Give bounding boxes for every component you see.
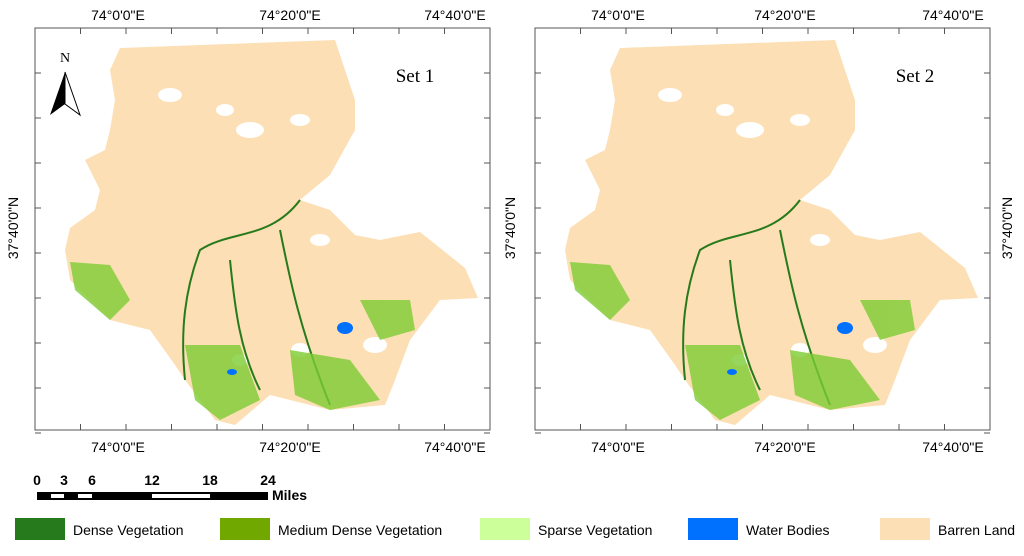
scale-unit: Miles — [272, 487, 307, 503]
legend-swatch — [880, 518, 930, 540]
lat-label: 37°40'0"N — [502, 197, 518, 259]
lon-label: 74°0'0"E — [91, 7, 145, 23]
legend-label: Sparse Vegetation — [538, 522, 652, 538]
legend-label: Barren Land — [938, 522, 1015, 538]
lon-label: 74°40'0"E — [424, 7, 486, 23]
legend-swatch — [15, 518, 65, 540]
scale-bar-seg — [78, 494, 92, 498]
scale-bar-seg — [152, 494, 210, 498]
map-area — [64, 39, 479, 426]
panel-label: Set 1 — [396, 66, 435, 87]
legend-swatch — [688, 518, 738, 540]
scale-label: 18 — [202, 472, 218, 488]
legend-label: Water Bodies — [746, 522, 830, 538]
lon-label: 74°40'0"E — [424, 439, 486, 455]
lon-label: 74°40'0"E — [922, 7, 984, 23]
map-area — [564, 39, 979, 426]
lon-label: 74°0'0"E — [91, 439, 145, 455]
scale-label: 24 — [260, 472, 276, 488]
scale-bar-seg — [51, 494, 64, 498]
north-arrow — [64, 71, 82, 117]
lon-label: 74°20'0"E — [259, 439, 321, 455]
legend-swatch — [220, 518, 270, 540]
scale-label: 12 — [144, 472, 160, 488]
north-label: N — [60, 51, 70, 66]
lat-label: 37°40'0"N — [5, 197, 21, 259]
scale-label: 6 — [88, 472, 96, 488]
lon-label: 74°40'0"E — [922, 439, 984, 455]
lon-label: 74°0'0"E — [591, 439, 645, 455]
north-arrow — [50, 72, 65, 115]
lon-label: 74°20'0"E — [259, 7, 321, 23]
lon-label: 74°0'0"E — [591, 7, 645, 23]
legend-swatch — [480, 518, 530, 540]
lon-label: 74°20'0"E — [754, 7, 816, 23]
legend-label: Medium Dense Vegetation — [278, 522, 442, 538]
panel-label: Set 2 — [896, 66, 935, 87]
lon-label: 74°20'0"E — [754, 439, 816, 455]
scale-label: 0 — [33, 472, 41, 488]
lat-label: 37°40'0"N — [999, 197, 1015, 259]
legend-label: Dense Vegetation — [73, 522, 184, 538]
scale-label: 3 — [60, 472, 68, 488]
